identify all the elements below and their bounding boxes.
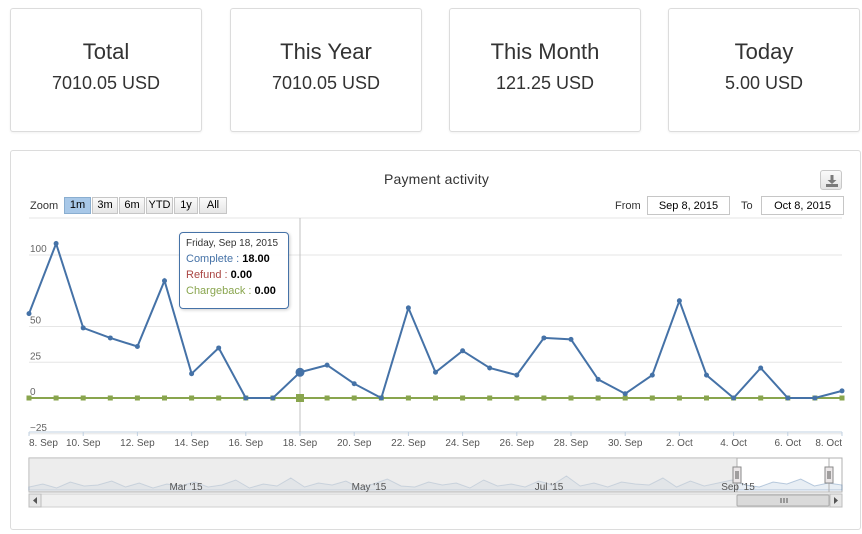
stat-card-total: Total 7010.05 USD	[10, 8, 202, 132]
zoom-button-3m[interactable]: 3m	[92, 197, 118, 214]
stat-label: This Year	[280, 39, 372, 64]
tooltip-row-refund: Refund : 0.00	[186, 269, 253, 281]
zoom-button-1y[interactable]: 1y	[174, 197, 198, 214]
stat-value: 5.00 USD	[724, 73, 804, 93]
tooltip-series-value: 18.00	[242, 253, 270, 265]
tooltip-series-name: Refund	[186, 269, 222, 281]
stat-value: 121.25 USD	[495, 73, 595, 93]
tooltip-row-chargeback: Chargeback : 0.00	[186, 285, 276, 297]
download-icon	[826, 175, 838, 187]
tooltip-series-name: Chargeback	[186, 285, 246, 297]
chart-title: Payment activity	[383, 171, 490, 187]
zoom-button-ytd[interactable]: YTD	[146, 197, 173, 214]
stat-value: 7010.05 USD	[51, 73, 161, 93]
zoom-button-6m[interactable]: 6m	[119, 197, 145, 214]
stat-card-this-year: This Year 7010.05 USD	[230, 8, 422, 132]
export-button[interactable]	[820, 170, 842, 190]
tooltip-date: Friday, Sep 18, 2015	[186, 238, 279, 249]
stat-label: This Month	[490, 39, 600, 64]
stat-label: Today	[734, 39, 794, 64]
chart-tooltip: Friday, Sep 18, 2015 Complete : 18.00 Re…	[179, 232, 289, 309]
stat-card-today: Today 5.00 USD	[668, 8, 860, 132]
to-date-input[interactable]	[761, 196, 844, 215]
chart-panel: Payment activity Zoom 1m 3m 6m YTD 1y Al…	[10, 150, 861, 530]
zoom-button-all[interactable]: All	[199, 197, 227, 214]
from-date-input[interactable]	[647, 196, 730, 215]
stat-value: 7010.05 USD	[271, 73, 381, 93]
stat-card-this-month: This Month 121.25 USD	[449, 8, 641, 132]
stat-label: Total	[82, 39, 130, 64]
tooltip-series-value: 0.00	[254, 285, 276, 297]
tooltip-series-name: Complete	[186, 253, 234, 265]
tooltip-series-value: 0.00	[230, 269, 253, 281]
zoom-label: Zoom	[30, 200, 59, 212]
zoom-button-1m[interactable]: 1m	[64, 197, 91, 214]
from-label: From	[615, 200, 641, 212]
to-label: To	[741, 200, 753, 212]
tooltip-row-complete: Complete : 18.00	[186, 253, 270, 265]
